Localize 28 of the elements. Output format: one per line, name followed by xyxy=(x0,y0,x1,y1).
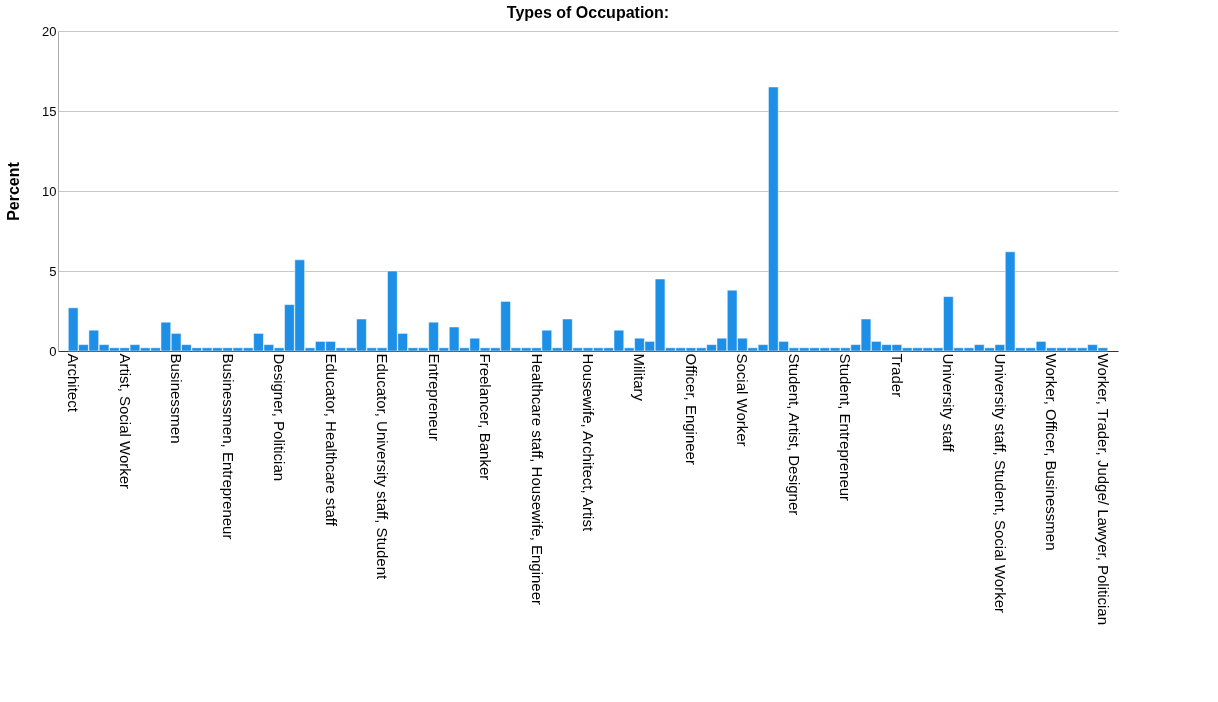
x-tick-label: Worker, Trader, Judge/ Lawyer, Politician xyxy=(1094,353,1112,626)
y-tick-label: 5 xyxy=(49,263,57,279)
y-tick-label: 20 xyxy=(42,23,57,39)
y-tick-label: 0 xyxy=(49,343,57,359)
x-tick-label: Military xyxy=(631,353,649,402)
x-tick-label: Freelancer, Banker xyxy=(477,353,495,481)
y-tick-label: 15 xyxy=(42,103,57,119)
x-tick-label: Student, Artist, Designer xyxy=(785,353,803,516)
x-tick-label: Officer, Engineer xyxy=(682,353,700,465)
x-tick-label: University staff, Student, Social Worker xyxy=(991,353,1009,614)
chart-title: Types of Occupation: xyxy=(506,4,670,21)
y-tick-label: 10 xyxy=(42,183,57,199)
x-tick-label: University staff xyxy=(940,353,958,453)
x-tick-label: Businessmen xyxy=(168,353,186,444)
x-tick-label: Student, Entrepreneur xyxy=(837,353,855,502)
x-tick-label: Designer, Politician xyxy=(271,353,289,482)
x-tick-label: Educator, Healthcare staff xyxy=(322,353,340,527)
y-axis-title: Percent xyxy=(5,161,23,221)
x-tick-label: Entrepreneur xyxy=(425,353,443,442)
x-tick-label: Worker, Officer, Businessmen xyxy=(1043,353,1061,551)
x-tick-label: Educator, University staff, Student xyxy=(374,353,392,581)
x-tick-label: Businessmen, Entrepreneur xyxy=(219,353,237,540)
x-tick-label: Artist, Social Worker xyxy=(116,353,134,490)
x-tick-label: Social Worker xyxy=(734,353,752,447)
x-tick-label: Healthcare staff, Housewife, Engineer xyxy=(528,353,546,606)
x-tick-label: Architect xyxy=(65,353,83,413)
x-tick-label: Housewife, Architect, Artist xyxy=(580,353,597,532)
x-tick-label: Trader xyxy=(888,353,906,398)
